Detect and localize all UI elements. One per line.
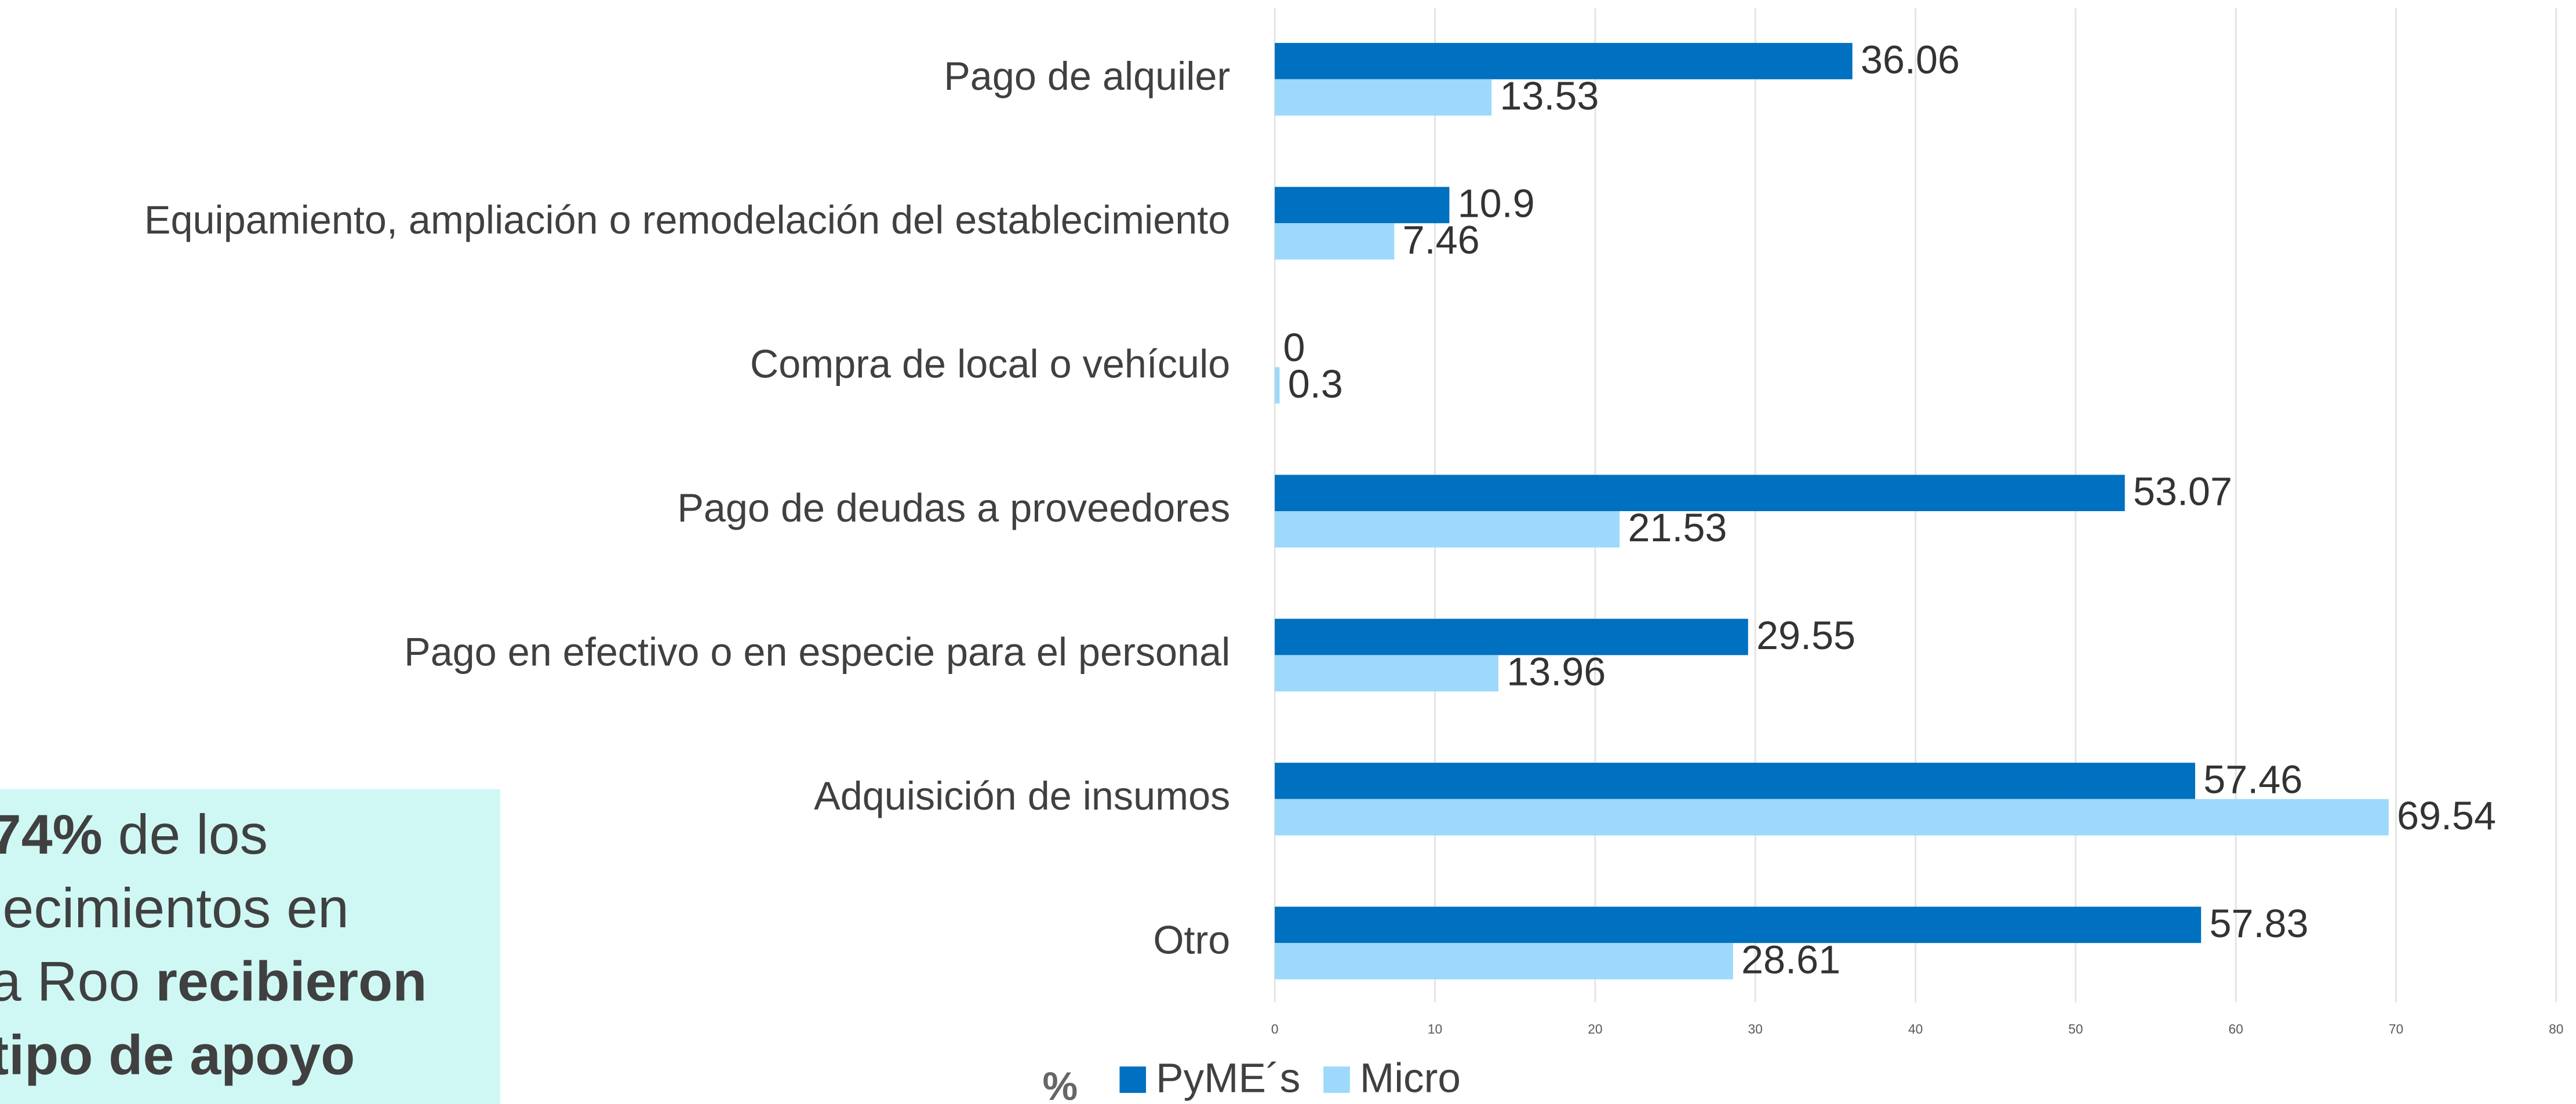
bar: [1275, 618, 1748, 655]
bar: [1275, 475, 2125, 511]
callout-line: tipo de apoyo: [0, 1023, 355, 1086]
value-label: 0: [1283, 326, 1305, 370]
bar: [1275, 655, 1498, 692]
bar: [1275, 367, 1280, 404]
callout-line: a Roo recibieron: [0, 949, 427, 1012]
bar: [1275, 79, 1492, 116]
value-label: 57.46: [2203, 757, 2302, 801]
value-label: 53.07: [2133, 470, 2232, 514]
legend-swatch: [1323, 1066, 1350, 1093]
x-axis-label: %: [1042, 1065, 1078, 1104]
callout-text: de los: [103, 803, 268, 866]
callout-text: recibieron: [155, 949, 427, 1012]
value-label: 29.55: [1756, 614, 1855, 658]
callout-line: lecimientos en: [0, 876, 349, 939]
bar: [1275, 943, 1733, 979]
x-tick-label: 10: [1428, 1022, 1442, 1037]
category-label: Adquisición de insumos: [814, 774, 1230, 818]
value-label: 0.3: [1288, 362, 1343, 406]
category-label: Pago de alquiler: [944, 54, 1230, 99]
bar: [1275, 43, 1853, 79]
category-label: Equipamiento, ampliación o remodelación …: [144, 198, 1230, 242]
value-label: 21.53: [1628, 506, 1727, 550]
bar: [1275, 763, 2195, 799]
x-tick-label: 20: [1588, 1022, 1602, 1037]
value-label: 57.83: [2209, 902, 2308, 946]
bar: [1275, 187, 1450, 224]
category-label: Pago en efectivo o en especie para el pe…: [404, 630, 1230, 674]
bar: [1275, 799, 2389, 836]
x-tick-label: 0: [1271, 1022, 1279, 1037]
bar: [1275, 906, 2202, 943]
x-tick-label: 80: [2549, 1022, 2563, 1037]
callout-box: [0, 789, 501, 1104]
value-label: 13.96: [1507, 650, 1606, 694]
legend-swatch: [1119, 1066, 1147, 1093]
value-label: 13.53: [1500, 74, 1599, 118]
value-label: 36.06: [1861, 38, 1960, 82]
bar: [1275, 223, 1395, 260]
x-tick-label: 50: [2068, 1022, 2083, 1037]
value-label: 7.46: [1403, 218, 1480, 262]
legend-label: PyME´s: [1156, 1056, 1300, 1102]
value-label: 28.61: [1741, 938, 1840, 982]
callout-text: lecimientos en: [0, 876, 349, 939]
x-tick-label: 60: [2229, 1022, 2243, 1037]
category-label: Otro: [1153, 918, 1230, 962]
legend-label: Micro: [1360, 1056, 1461, 1102]
callout-text: 74%: [0, 803, 103, 866]
x-tick-label: 30: [1748, 1022, 1763, 1037]
x-tick-label: 40: [1908, 1022, 1923, 1037]
value-label: 69.54: [2397, 794, 2496, 838]
x-tick-label: 70: [2389, 1022, 2403, 1037]
callout-line: 74% de los: [0, 803, 268, 866]
category-label: Compra de local o vehículo: [750, 343, 1230, 387]
bar: [1275, 511, 1620, 548]
category-label: Pago de deudas a proveedores: [677, 486, 1230, 530]
value-label: 10.9: [1458, 182, 1535, 226]
callout-text: a Roo: [0, 949, 155, 1012]
callout-text: tipo de apoyo: [0, 1023, 355, 1086]
